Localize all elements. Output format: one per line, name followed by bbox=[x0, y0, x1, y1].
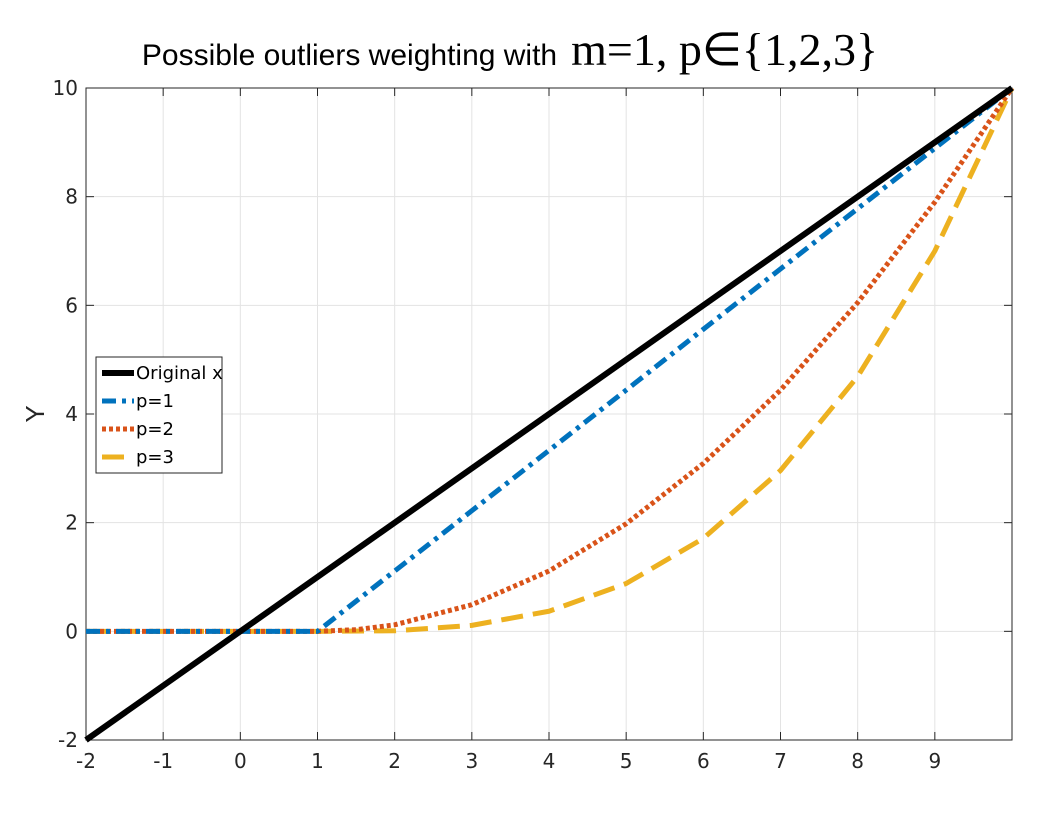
y-tick-label: 6 bbox=[65, 293, 78, 317]
series-line-original-x bbox=[84, 85, 1014, 743]
x-tick-label: 1 bbox=[311, 749, 324, 773]
x-tick-label: 2 bbox=[388, 749, 401, 773]
chart-title-text: Possible outliers weighting with bbox=[141, 39, 558, 72]
y-tick-label: 10 bbox=[53, 76, 78, 100]
x-tick-label: -1 bbox=[153, 749, 173, 773]
legend: Original x p=1 p=2 p=3 bbox=[95, 356, 223, 474]
x-tick-label: 6 bbox=[697, 749, 710, 773]
series-lines bbox=[84, 85, 1015, 743]
x-tick-label: -2 bbox=[76, 749, 96, 773]
x-tick-label: 8 bbox=[851, 749, 864, 773]
y-tick-label: 2 bbox=[65, 511, 78, 535]
x-tick-label: 0 bbox=[234, 749, 247, 773]
x-tick-label: 5 bbox=[620, 749, 633, 773]
legend-label: p=3 bbox=[136, 447, 174, 468]
legend-box bbox=[95, 356, 223, 474]
legend-label: Original x bbox=[136, 363, 223, 384]
y-tick-label: 0 bbox=[65, 619, 78, 643]
y-tick-label: -2 bbox=[58, 728, 78, 752]
y-tick-label: 8 bbox=[65, 185, 78, 209]
chart-title: Possible outliers weighting with m=1, p∈… bbox=[0, 22, 1010, 76]
x-tick-label: 3 bbox=[465, 749, 478, 773]
series-line-p-2 bbox=[86, 86, 1015, 634]
legend-label: p=2 bbox=[136, 419, 174, 440]
x-tick-label: 9 bbox=[928, 749, 941, 773]
legend-label: p=1 bbox=[136, 391, 174, 412]
x-tick-label: 4 bbox=[543, 749, 556, 773]
y-tick-label: 4 bbox=[65, 402, 78, 426]
chart-title-math: m=1, p∈{1,2,3} bbox=[571, 24, 879, 75]
series-line-p-3 bbox=[86, 86, 1015, 634]
y-axis-label: Y bbox=[20, 405, 50, 422]
axes-ticks: -2 -1 0 1 2 3 4 5 6 7 8 9 -2 0 2 4 6 8 10 bbox=[53, 76, 1012, 773]
x-tick-label: 7 bbox=[774, 749, 787, 773]
